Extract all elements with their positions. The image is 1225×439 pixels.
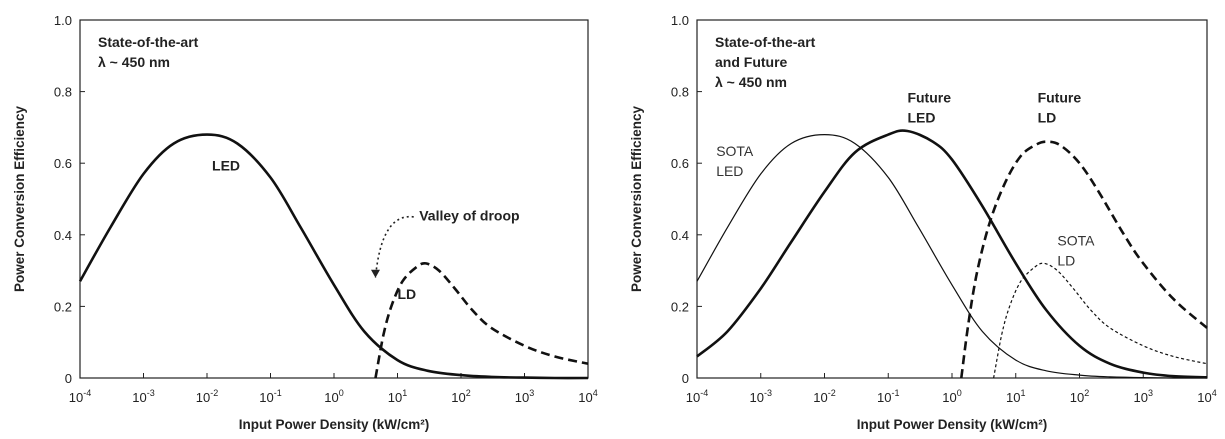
x-tick-label: 10-3 <box>750 388 772 405</box>
series-line-1 <box>696 134 1208 379</box>
y-tick-label: 0.8 <box>54 85 72 100</box>
series-line-4 <box>993 262 1208 379</box>
arrow-head-icon <box>370 269 380 278</box>
x-axis-title: Input Power Density (kW/cm²) <box>239 417 430 432</box>
curve-annotation: LED <box>212 157 240 173</box>
x-tick-label: 101 <box>388 388 407 405</box>
x-tick-label: 10-3 <box>132 388 154 405</box>
plot-caption-line: and Future <box>715 54 788 70</box>
plot-caption-line: λ ~ 450 nm <box>715 74 787 90</box>
x-tick-label: 10-2 <box>813 388 835 405</box>
x-tick-label: 102 <box>451 388 470 405</box>
y-tick-label: 0.2 <box>54 299 72 314</box>
y-tick-label: 0 <box>65 371 72 386</box>
x-tick-label: 10-2 <box>196 388 218 405</box>
plot-caption-line: λ ~ 450 nm <box>98 54 170 70</box>
x-tick-label: 104 <box>578 388 597 405</box>
y-tick-label: 0 <box>682 371 689 386</box>
series-line-2 <box>696 129 1208 379</box>
y-axis-title: Power Conversion Efficiency <box>12 105 27 292</box>
y-tick-label: 1.0 <box>54 13 72 28</box>
curve-annotation: Future <box>1038 89 1082 105</box>
x-tick-label: 103 <box>515 388 534 405</box>
x-tick-label: 100 <box>942 388 961 405</box>
chart-panel-1: 0 0.2 0.4 0.6 0.8 1.0 10-4 10-3 10-2 10-1 100 101 10… <box>12 13 598 432</box>
plot-caption-line: State-of-the-art <box>715 34 816 50</box>
curve-annotation: Valley of droop <box>419 207 519 223</box>
series-line-2 <box>374 261 589 379</box>
curve-annotation: LD <box>1057 253 1075 269</box>
series-line-3 <box>960 140 1208 379</box>
x-tick-label: 10-4 <box>69 388 91 405</box>
y-tick-label: 0.2 <box>671 299 689 314</box>
curve-annotation: LED <box>907 109 935 125</box>
x-tick-label: 103 <box>1134 388 1153 405</box>
curve-annotation: Future <box>907 89 951 105</box>
x-tick-label: 100 <box>324 388 343 405</box>
y-axis-title: Power Conversion Efficiency <box>629 105 644 292</box>
plot-frame <box>79 19 589 379</box>
curve-annotation: SOTA <box>716 143 754 159</box>
y-tick-label: 1.0 <box>671 13 689 28</box>
x-tick-label: 102 <box>1070 388 1089 405</box>
x-tick-label: 101 <box>1006 388 1025 405</box>
y-tick-label: 0.8 <box>671 85 689 100</box>
curve-annotation: LD <box>398 286 417 302</box>
y-tick-label: 0.6 <box>671 156 689 171</box>
series-line-1 <box>78 133 589 380</box>
y-tick-label: 0.4 <box>671 228 689 243</box>
x-tick-label: 10-4 <box>686 388 708 405</box>
curve-annotation: LD <box>1038 109 1057 125</box>
y-tick-label: 0.6 <box>54 156 72 171</box>
plot-caption-line: State-of-the-art <box>98 34 199 50</box>
x-axis-title: Input Power Density (kW/cm²) <box>857 417 1048 432</box>
y-tick-label: 0.4 <box>54 228 72 243</box>
x-tick-label: 10-1 <box>259 388 281 405</box>
droop-arrow <box>374 215 414 278</box>
curve-annotation: LED <box>716 163 743 179</box>
x-tick-label: 10-1 <box>877 388 899 405</box>
chart-panel-2: 0 0.2 0.4 0.6 0.8 1.0 10-4 10-3 10-2 10-1 100 101 10… <box>629 13 1217 432</box>
x-tick-label: 104 <box>1197 388 1216 405</box>
curve-annotation: SOTA <box>1057 233 1095 249</box>
